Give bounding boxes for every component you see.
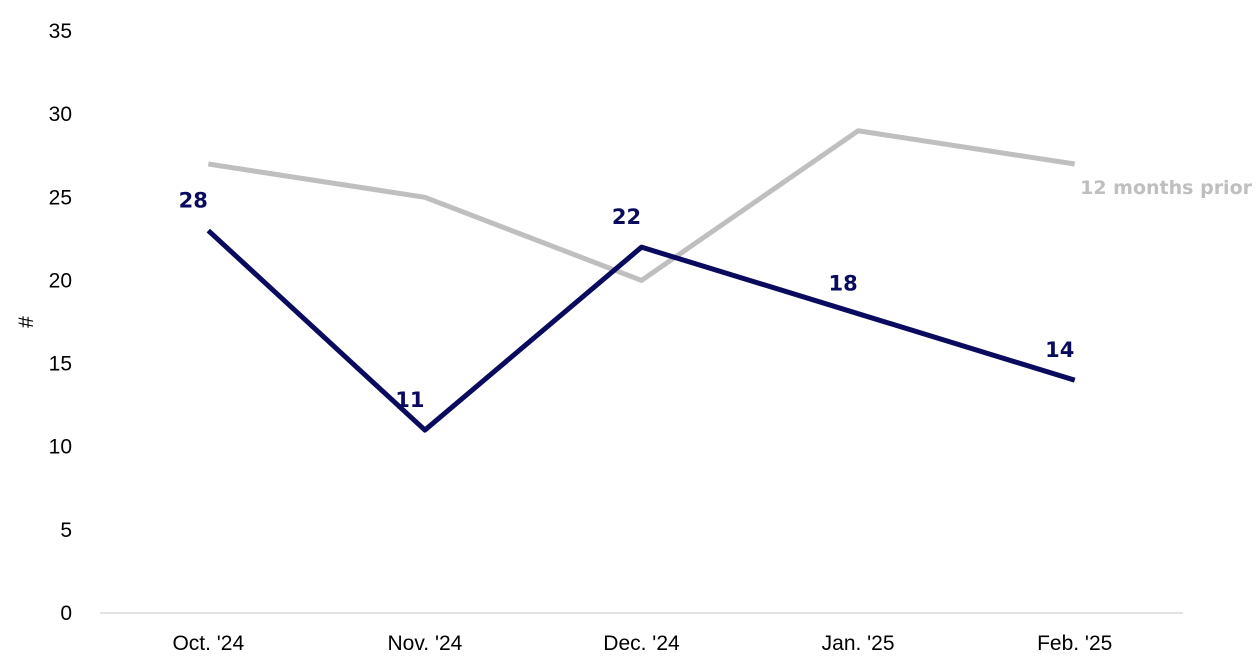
y-tick-label: 10 (49, 436, 72, 459)
y-tick-label: 30 (49, 103, 72, 126)
series-label: 12 months prior (1080, 177, 1253, 199)
series-layer: 12 months prior 28 11 22 18 14 (179, 128, 1253, 433)
y-tick-label: 20 (49, 269, 72, 292)
y-tick-label: 35 (49, 20, 72, 43)
x-tick-label: Nov. '24 (387, 632, 462, 655)
x-tick-label: Jan. '25 (822, 632, 895, 655)
x-axis-ticks: Oct. '24 Nov. '24 Dec. '24 Jan. '25 Feb. '25 (172, 632, 1112, 655)
y-axis-label: # (15, 316, 38, 328)
y-tick-label: 25 (49, 186, 72, 209)
data-label: 18 (828, 272, 857, 296)
x-tick-label: Dec. '24 (603, 632, 680, 655)
series-line (206, 228, 1076, 433)
data-label: 22 (612, 205, 641, 229)
y-axis-ticks: 0 5 10 15 20 25 30 35 (49, 20, 72, 625)
y-tick-label: 15 (49, 353, 72, 376)
x-tick-label: Oct. '24 (172, 632, 244, 655)
data-label: 14 (1045, 338, 1074, 362)
data-label: 28 (179, 189, 208, 213)
data-label: 11 (395, 388, 424, 412)
y-tick-label: 5 (60, 519, 72, 542)
x-tick-label: Feb. '25 (1037, 632, 1112, 655)
series-line (207, 128, 1076, 283)
y-tick-label: 0 (60, 602, 72, 625)
